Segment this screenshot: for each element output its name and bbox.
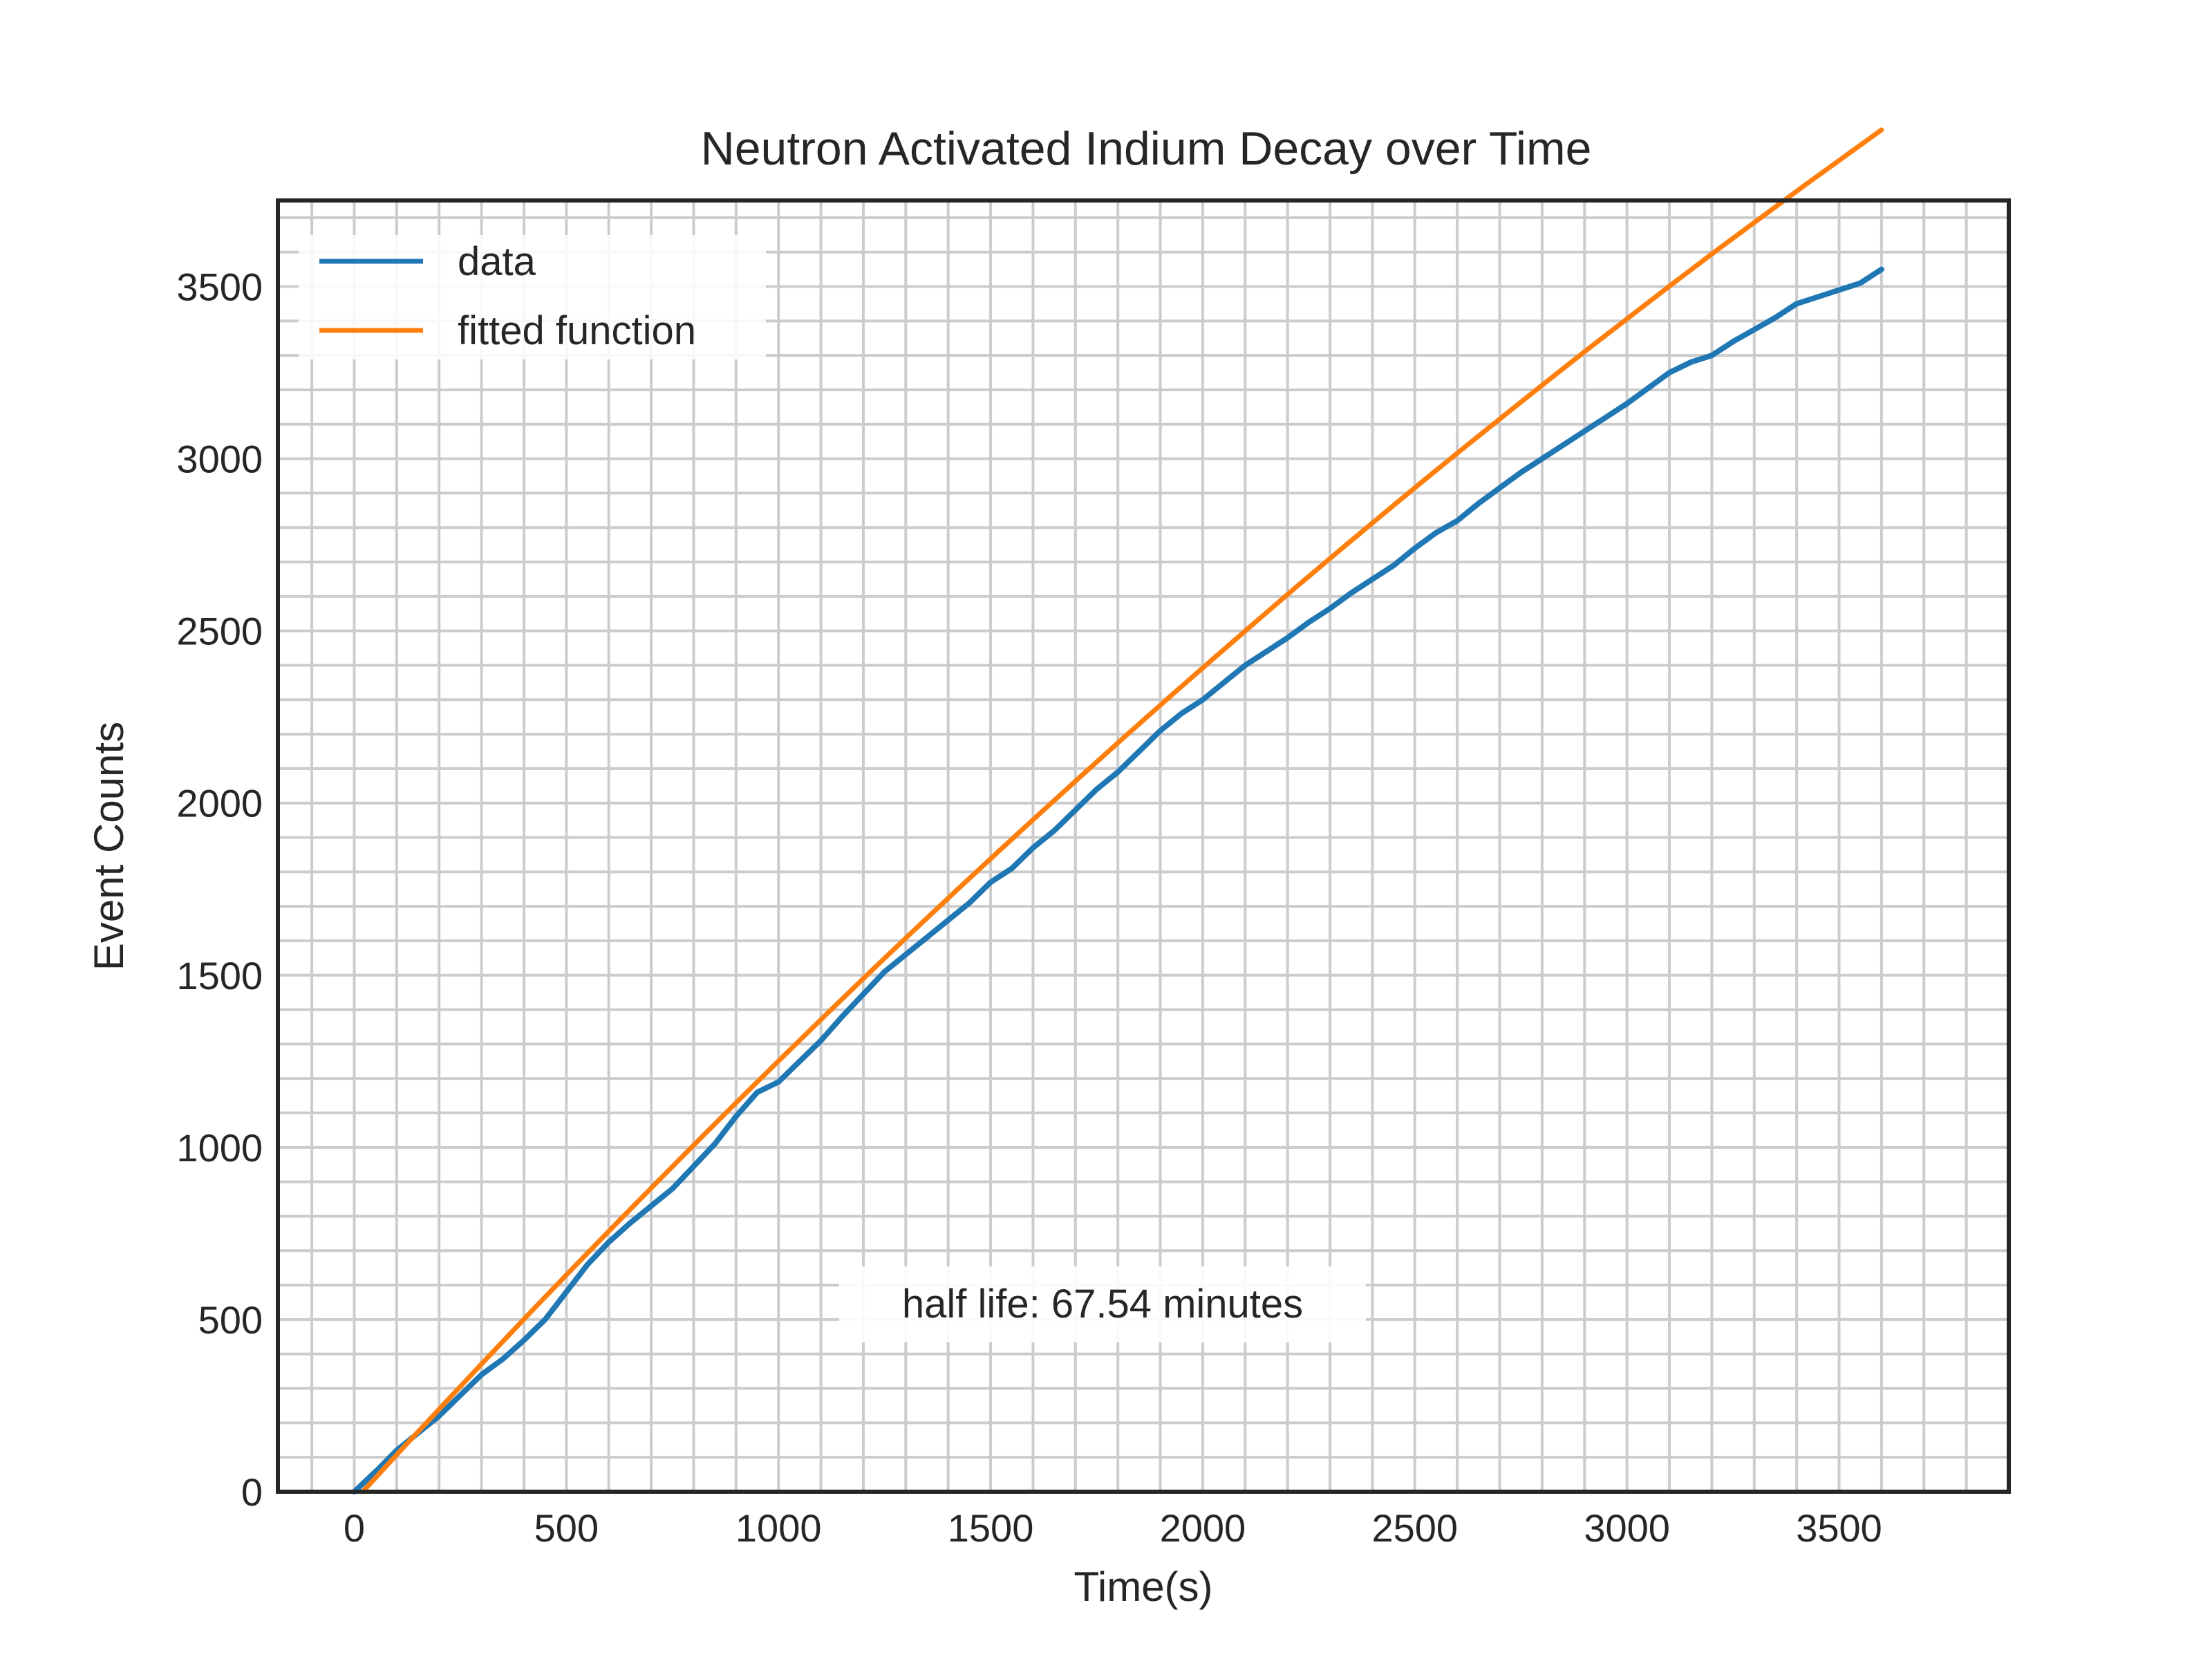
series-data-line: [351, 266, 1884, 1494]
y-axis-ticks: 0 500 1000 1500 2000 2500 3000 3500: [176, 265, 263, 1514]
y-tick-label: 3000: [176, 438, 263, 481]
y-axis-label: Event Counts: [86, 722, 132, 971]
x-tick-label: 3500: [1796, 1506, 1882, 1550]
legend: data fitted function: [299, 235, 766, 359]
y-tick-label: 1500: [176, 954, 263, 997]
annotation-text: half life: 67.54 minutes: [902, 1282, 1303, 1327]
series-layer: [351, 127, 1884, 1494]
x-tick-label: 500: [534, 1506, 599, 1550]
y-tick-label: 2500: [176, 610, 263, 653]
x-tick-label: 2000: [1160, 1506, 1246, 1550]
chart-title: Neutron Activated Indium Decay over Time: [701, 122, 1592, 175]
y-tick-label: 500: [198, 1298, 263, 1342]
x-tick-label: 1000: [735, 1506, 822, 1550]
x-axis-ticks: 0 500 1000 1500 2000 2500 3000 3500: [344, 1506, 1882, 1550]
x-tick-label: 1500: [948, 1506, 1034, 1550]
y-tick-label: 2000: [176, 782, 263, 825]
x-axis-label: Time(s): [1074, 1564, 1212, 1610]
legend-box: [299, 235, 766, 359]
legend-data-label: data: [458, 239, 536, 284]
annotation-box: [839, 1266, 1366, 1342]
x-tick-label: 2500: [1371, 1506, 1458, 1550]
x-tick-label: 3000: [1584, 1506, 1670, 1550]
y-tick-label: 3500: [176, 265, 263, 309]
y-tick-label: 0: [241, 1470, 263, 1514]
half-life-annotation: half life: 67.54 minutes: [839, 1266, 1366, 1342]
plot-frame: [276, 198, 2011, 1494]
legend-fit-label: fitted function: [458, 308, 696, 353]
x-tick-label: 0: [344, 1506, 365, 1550]
series-fitted-function-line: [360, 127, 1884, 1494]
y-tick-label: 1000: [176, 1126, 263, 1170]
